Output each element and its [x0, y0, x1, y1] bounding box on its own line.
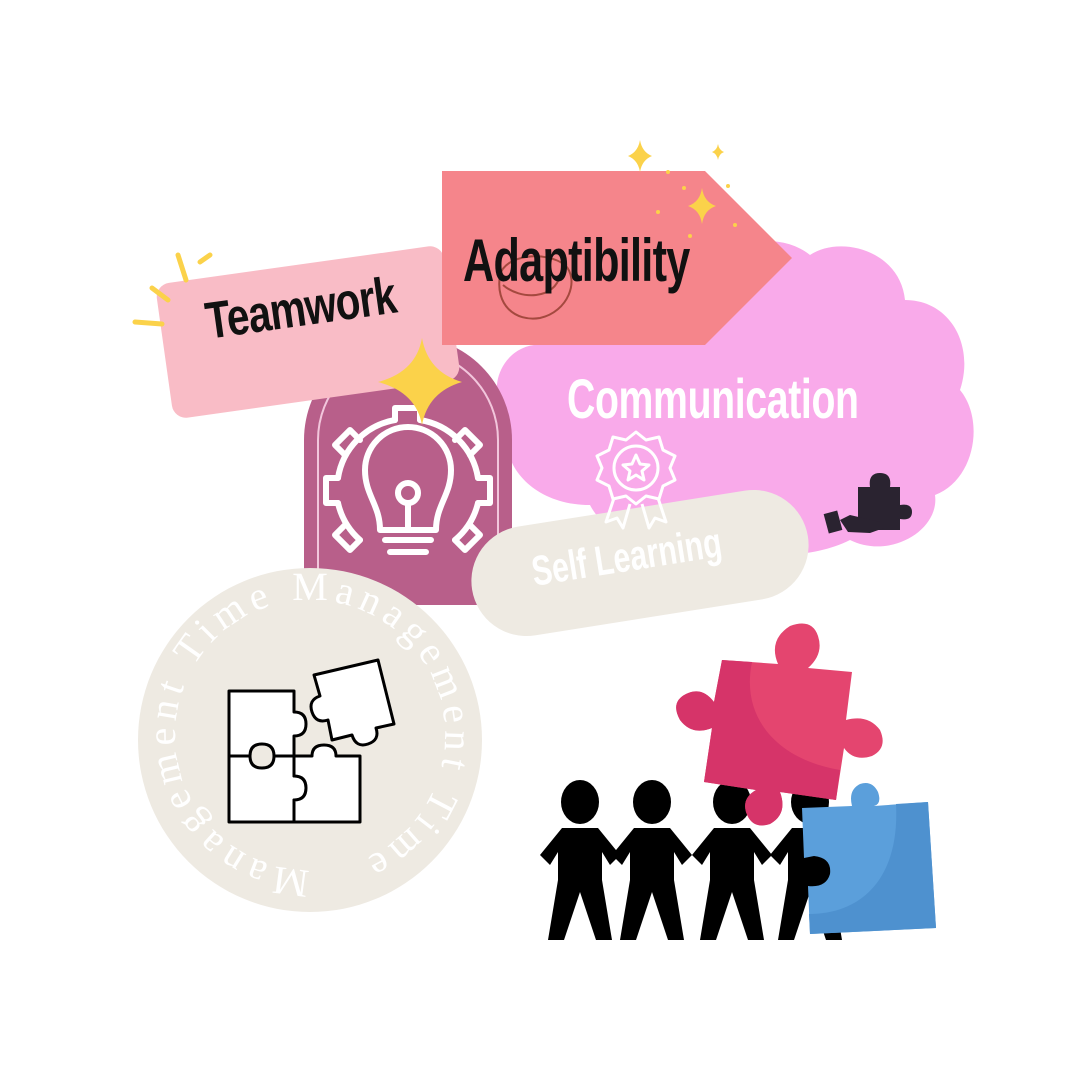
award-badge-icon	[595, 430, 677, 530]
pink-puzzle-piece	[676, 623, 883, 826]
time-management-circle	[138, 568, 482, 912]
sparkle-lines	[132, 252, 213, 327]
teamwork-card	[156, 246, 460, 418]
paper-people-icon	[540, 780, 850, 940]
sparkle-icon	[628, 140, 737, 238]
scribble-circle	[498, 255, 573, 320]
blue-puzzle-piece	[802, 783, 936, 934]
puzzle-hand-icon	[823, 473, 912, 534]
communication-label: Communication	[567, 367, 859, 430]
lightbulb-gear-icon	[323, 405, 493, 555]
jigsaw-puzzle-icon	[227, 658, 396, 824]
self-learning-pill	[471, 490, 809, 636]
star-icon	[378, 338, 462, 425]
adaptability-label: Adaptibility	[463, 227, 690, 294]
